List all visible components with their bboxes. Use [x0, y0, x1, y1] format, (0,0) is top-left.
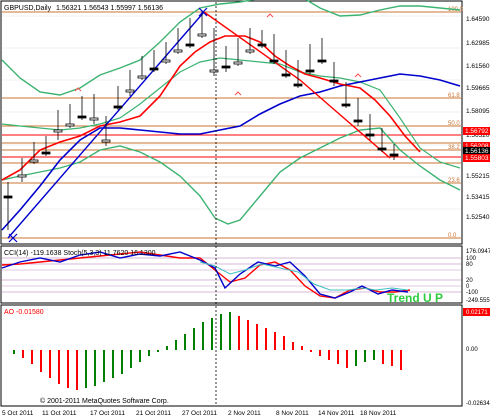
candle-body [221, 65, 231, 69]
candle-body [305, 69, 315, 73]
ao-axis-label: 0.02171 [466, 310, 488, 316]
cci-axis-label: 80 [466, 262, 473, 268]
trend-up-label: Trend U P [387, 291, 443, 305]
candle-body [3, 195, 13, 199]
price-marker-label: 1.55803 [465, 155, 489, 162]
candle-body [353, 119, 363, 123]
cci-axis-label: 0 [466, 284, 470, 290]
chart-symbol: GBPUSD,Daily [4, 5, 52, 12]
slow-ma-line [1, 73, 461, 231]
date-axis-label: 11 Oct 2011 [42, 410, 77, 417]
price-axis-label: 1.56520 [466, 132, 490, 139]
cci-axis-label: -249.555 [466, 298, 490, 304]
cci-axis-label: 176.0947 [466, 249, 490, 255]
candle-body [89, 117, 99, 121]
date-axis-label: 2 Nov 2011 [228, 410, 261, 417]
date-axis-label: 17 Oct 2011 [90, 410, 125, 417]
candle-body [173, 49, 183, 53]
date-axis-label: 8 Nov 2011 [276, 410, 309, 417]
main-price-panel[interactable] [0, 0, 463, 245]
price-axis-label: 1.59665 [466, 85, 490, 92]
price-marker-tag [463, 142, 490, 150]
price-marker-tag [463, 147, 490, 155]
candle-body [53, 129, 63, 133]
signal-arrow-icon [266, 13, 274, 18]
ao-header: AO -0.01580 [4, 309, 44, 316]
fib-level-label: 23.6 [448, 178, 460, 184]
cci-axis-label: -100 [466, 290, 479, 296]
price-axis-label: 1.52540 [466, 214, 490, 221]
date-axis-label: 5 Oct 2011 [2, 410, 34, 417]
date-axis-label: 18 Nov 2011 [360, 410, 397, 417]
price-axis-label: 1.61560 [466, 63, 490, 70]
candle-body [65, 123, 75, 127]
candle-body [269, 59, 279, 63]
price-marker-tag [463, 154, 490, 162]
price-marker-label: 1.56792 [465, 128, 489, 135]
price-axis-label: 1.62985 [466, 40, 490, 47]
price-axis-label: 1.64590 [466, 16, 490, 23]
stoch-main-line [1, 251, 409, 299]
middle-band-line [1, 57, 461, 169]
fib-level-label: 61.8 [448, 93, 460, 99]
ao-value-tag [463, 308, 490, 316]
candle-body [377, 147, 387, 151]
signal-arrow-icon [354, 73, 362, 78]
candle-body [185, 43, 195, 47]
candle-body [257, 43, 267, 47]
candle-body [245, 49, 255, 53]
candle-body [125, 89, 135, 93]
price-marker-tag [463, 127, 490, 135]
stoch-signal-line [199, 261, 409, 291]
date-axis-label: 14 Nov 2011 [318, 410, 355, 417]
candle-body [389, 153, 399, 157]
date-axis-label: 21 Oct 2011 [136, 410, 171, 417]
price-marker-label: 1.56136 [465, 148, 489, 155]
ao-axis-label: -0.02634 [466, 401, 490, 407]
fib-level-label: 38.2 [448, 145, 460, 151]
candle-body [341, 103, 351, 107]
candle-body [149, 67, 159, 71]
ao-axis-label: 0.00 [466, 347, 478, 353]
trendline-down [203, 11, 391, 159]
candle-body [317, 59, 327, 63]
candle-body [233, 61, 243, 65]
copyright-text: © 2001-2011 MetaQuotes Software Corp. [40, 397, 169, 405]
candle-body [137, 75, 147, 79]
chart-ohlc: 1.56321 1.56543 1.55997 1.56136 [56, 5, 163, 12]
fib-level-label: 50.0 [448, 121, 460, 127]
price-axis-label: 1.55215 [466, 173, 490, 180]
candle-body [41, 151, 51, 155]
lower-band-line [1, 127, 461, 225]
signal-arrow-icon [74, 87, 82, 92]
price-marker-label: 1.56208 [465, 143, 489, 150]
cci-header: CCI(14) -119.1638 Stoch(5,3,3) 11.7620 1… [4, 250, 156, 257]
price-axis-label: 1.58095 [466, 108, 490, 115]
signal-arrow-icon [234, 91, 242, 96]
candle-body [197, 33, 207, 37]
candle-body [209, 69, 219, 73]
crosshair-marker-top-icon [198, 7, 208, 17]
candle-body [29, 159, 39, 163]
price-axis-label: 1.53415 [466, 194, 490, 201]
candle-body [293, 83, 303, 87]
candle-body [329, 79, 339, 83]
crosshair-marker-bottom-icon [8, 233, 18, 243]
cci-axis-label: 100 [466, 256, 477, 262]
candle-body [77, 115, 87, 119]
candle-body [365, 133, 375, 137]
candle-body [281, 73, 291, 77]
candle-body [113, 105, 123, 109]
cci-axis-label: 20 [466, 278, 473, 284]
fib-level-label: 0.0 [448, 233, 457, 239]
date-axis-label: 27 Oct 2011 [182, 410, 217, 417]
fast-ma-line [1, 35, 421, 181]
candle-body [161, 59, 171, 63]
candle-body [17, 174, 27, 178]
candle-body [101, 139, 111, 143]
